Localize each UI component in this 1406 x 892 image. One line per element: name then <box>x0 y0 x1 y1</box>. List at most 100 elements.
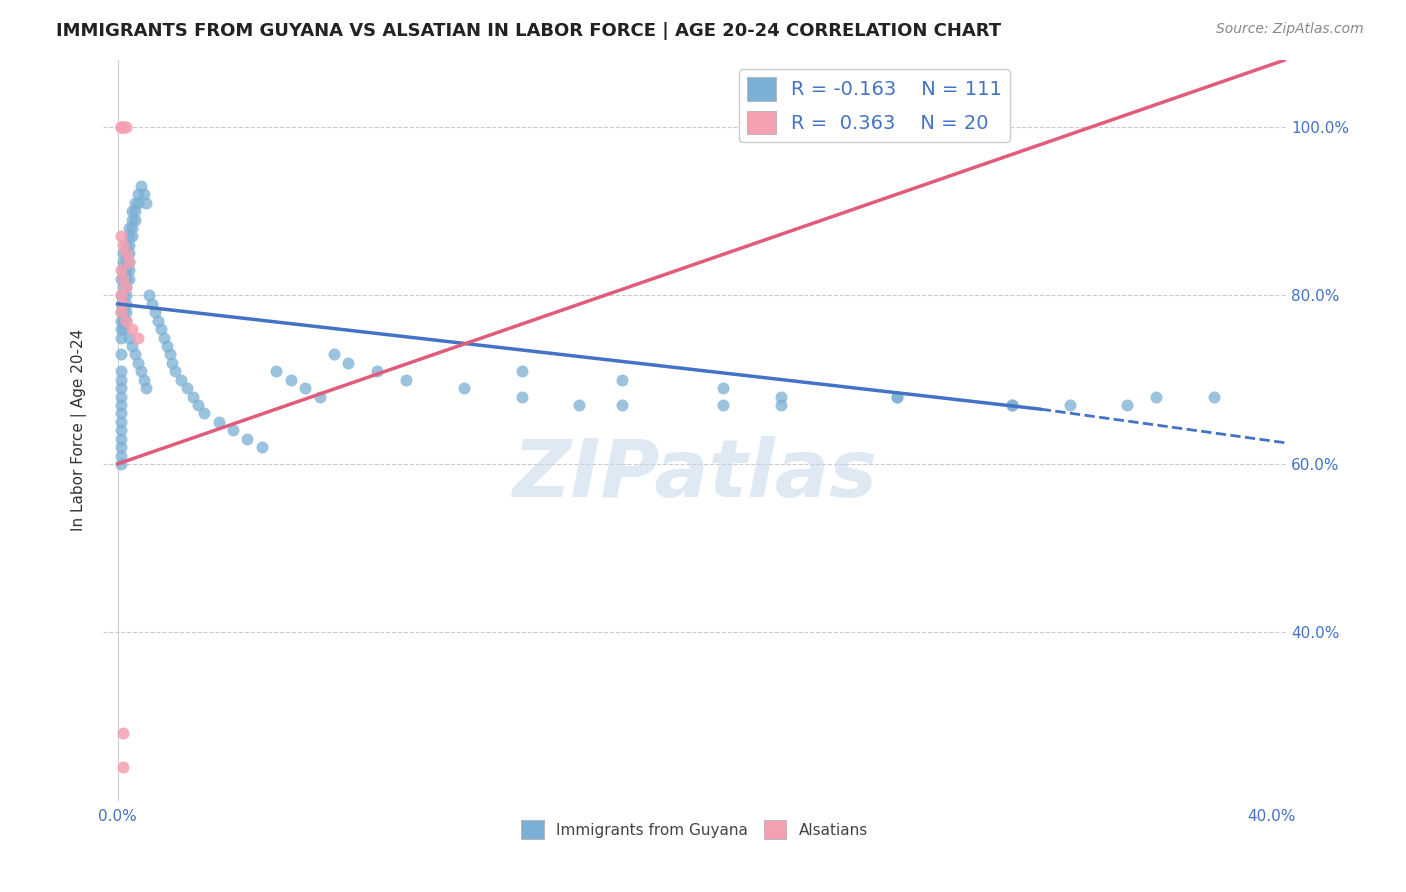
Point <box>112 760 135 774</box>
Point <box>280 373 302 387</box>
Point <box>132 187 155 202</box>
Point <box>115 314 138 328</box>
Point <box>135 381 157 395</box>
Point <box>112 120 135 134</box>
Point <box>112 305 135 319</box>
Point <box>110 449 132 463</box>
Point <box>162 356 184 370</box>
Point <box>115 305 138 319</box>
Point <box>112 288 135 302</box>
Point <box>110 432 132 446</box>
Point <box>612 398 634 412</box>
Text: Source: ZipAtlas.com: Source: ZipAtlas.com <box>1216 22 1364 37</box>
Point <box>112 246 135 260</box>
Point <box>118 246 141 260</box>
Point <box>266 364 288 378</box>
Point <box>121 229 143 244</box>
Point <box>118 254 141 268</box>
Point <box>236 432 259 446</box>
Point <box>118 238 141 252</box>
Point <box>110 120 132 134</box>
Point <box>222 423 245 437</box>
Point <box>112 263 135 277</box>
Point <box>115 254 138 268</box>
Point <box>115 263 138 277</box>
Point <box>110 288 132 302</box>
Point <box>110 271 132 285</box>
Point <box>118 330 141 344</box>
Point <box>121 322 143 336</box>
Point <box>112 322 135 336</box>
Point <box>118 263 141 277</box>
Point <box>115 280 138 294</box>
Point <box>770 390 793 404</box>
Point <box>112 314 135 328</box>
Point <box>110 381 132 395</box>
Point <box>207 415 229 429</box>
Point <box>143 305 166 319</box>
Point <box>118 254 141 268</box>
Point <box>129 178 152 193</box>
Point <box>110 297 132 311</box>
Legend: Immigrants from Guyana, Alsatians: Immigrants from Guyana, Alsatians <box>515 814 875 845</box>
Point <box>124 347 146 361</box>
Point <box>886 390 908 404</box>
Point <box>110 263 132 277</box>
Point <box>127 330 149 344</box>
Text: ZIPatlas: ZIPatlas <box>512 435 877 514</box>
Point <box>510 390 533 404</box>
Point <box>124 204 146 219</box>
Point <box>159 347 181 361</box>
Point <box>170 373 193 387</box>
Point <box>176 381 198 395</box>
Point <box>1144 390 1167 404</box>
Point <box>366 364 388 378</box>
Point <box>135 195 157 210</box>
Text: IMMIGRANTS FROM GUYANA VS ALSATIAN IN LABOR FORCE | AGE 20-24 CORRELATION CHART: IMMIGRANTS FROM GUYANA VS ALSATIAN IN LA… <box>56 22 1001 40</box>
Point <box>115 238 138 252</box>
Point <box>250 440 273 454</box>
Point <box>395 373 418 387</box>
Point <box>112 297 135 311</box>
Point <box>110 120 132 134</box>
Point <box>110 440 132 454</box>
Point <box>118 271 141 285</box>
Point <box>337 356 360 370</box>
Point <box>110 364 132 378</box>
Point <box>156 339 179 353</box>
Point <box>886 390 908 404</box>
Point <box>141 297 163 311</box>
Point <box>112 254 135 268</box>
Point <box>1059 398 1081 412</box>
Point <box>115 246 138 260</box>
Point <box>115 288 138 302</box>
Point <box>110 457 132 471</box>
Point <box>713 398 735 412</box>
Point <box>124 212 146 227</box>
Point <box>612 373 634 387</box>
Point <box>152 330 174 344</box>
Point <box>165 364 187 378</box>
Point <box>115 314 138 328</box>
Point <box>1202 390 1225 404</box>
Point <box>181 390 204 404</box>
Point <box>115 297 138 311</box>
Point <box>124 195 146 210</box>
Point <box>118 229 141 244</box>
Point <box>121 204 143 219</box>
Point <box>110 406 132 420</box>
Point <box>110 347 132 361</box>
Point <box>323 347 346 361</box>
Point <box>453 381 475 395</box>
Point <box>112 271 135 285</box>
Point <box>149 322 172 336</box>
Point <box>110 305 132 319</box>
Point <box>713 381 735 395</box>
Point <box>110 229 132 244</box>
Point <box>138 288 160 302</box>
Point <box>110 322 132 336</box>
Point <box>115 246 138 260</box>
Point <box>770 398 793 412</box>
Point <box>1001 398 1024 412</box>
Point <box>568 398 591 412</box>
